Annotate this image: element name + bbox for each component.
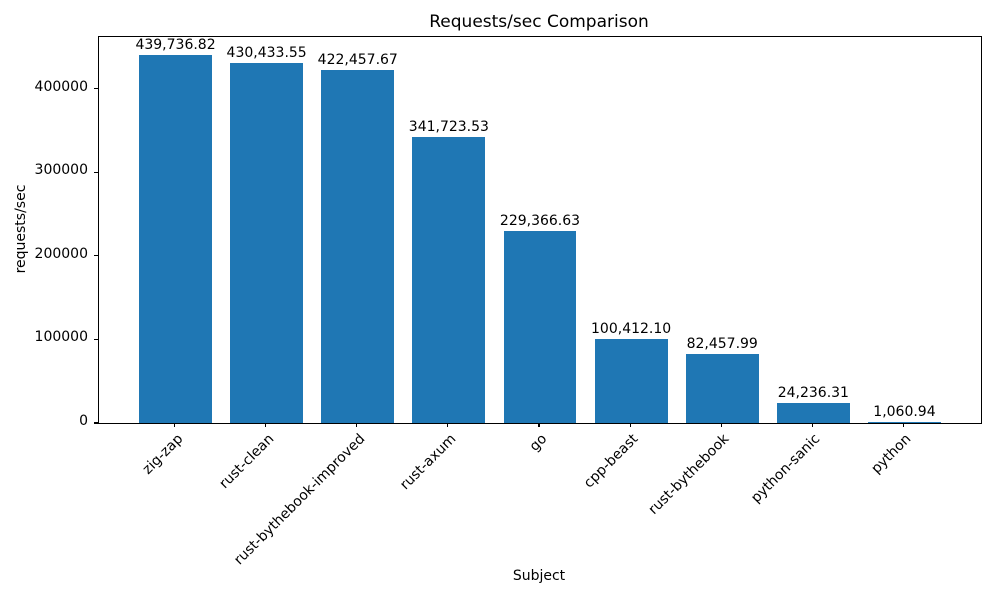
x-tick-mark (265, 423, 267, 427)
bar-rust-axum (412, 137, 486, 423)
bar-value-label: 430,433.55 (226, 45, 307, 62)
y-tick-label: 100000 (34, 329, 88, 346)
x-tick-mark (629, 423, 631, 427)
bar-rust-bythebook (685, 354, 759, 423)
bar-rust-bythebook-improved (321, 69, 395, 423)
bar-rust-clean (230, 63, 304, 423)
y-tick-label: 0 (79, 413, 88, 429)
bar-value-label: 82,457.99 (686, 336, 758, 353)
x-tick-mark (447, 423, 449, 427)
y-tick-mark (94, 255, 98, 257)
bar-value-label: 422,457.67 (317, 51, 398, 68)
x-tick-mark (720, 423, 722, 427)
x-tick-mark (356, 423, 358, 427)
bar-value-label: 341,723.53 (408, 119, 489, 136)
y-tick-mark (94, 171, 98, 173)
plot-area: 439,736.82 430,433.55 422,457.67 341,723.53… (94, 36, 982, 424)
x-tick-mark (173, 423, 176, 427)
y-tick-label: 400000 (34, 78, 88, 95)
x-axis-label: Subject (512, 568, 566, 584)
y-tick-mark (94, 338, 98, 340)
bar-python-sanic (776, 402, 850, 423)
bar-value-label: 439,736.82 (135, 37, 216, 54)
x-tick-mark (811, 423, 813, 427)
x-tick-mark (538, 423, 540, 427)
y-tick-label: 200000 (34, 245, 88, 262)
y-tick-mark (94, 422, 98, 424)
bar-python (868, 422, 941, 423)
bar-cpp-beast (594, 339, 668, 423)
bar-value-label: 1,060.94 (873, 404, 936, 420)
y-tick-label: 300000 (34, 162, 88, 179)
bar-zig-zap (139, 55, 212, 423)
bar-value-label: 24,236.31 (777, 384, 849, 401)
bar-value-label: 100,412.10 (591, 321, 672, 338)
bar-go (503, 231, 577, 423)
chart-title: Requests/sec Comparison (429, 12, 649, 32)
bar-value-label: 229,366.63 (499, 213, 581, 230)
x-tick-mark (902, 423, 905, 427)
y-tick-mark (94, 88, 98, 90)
